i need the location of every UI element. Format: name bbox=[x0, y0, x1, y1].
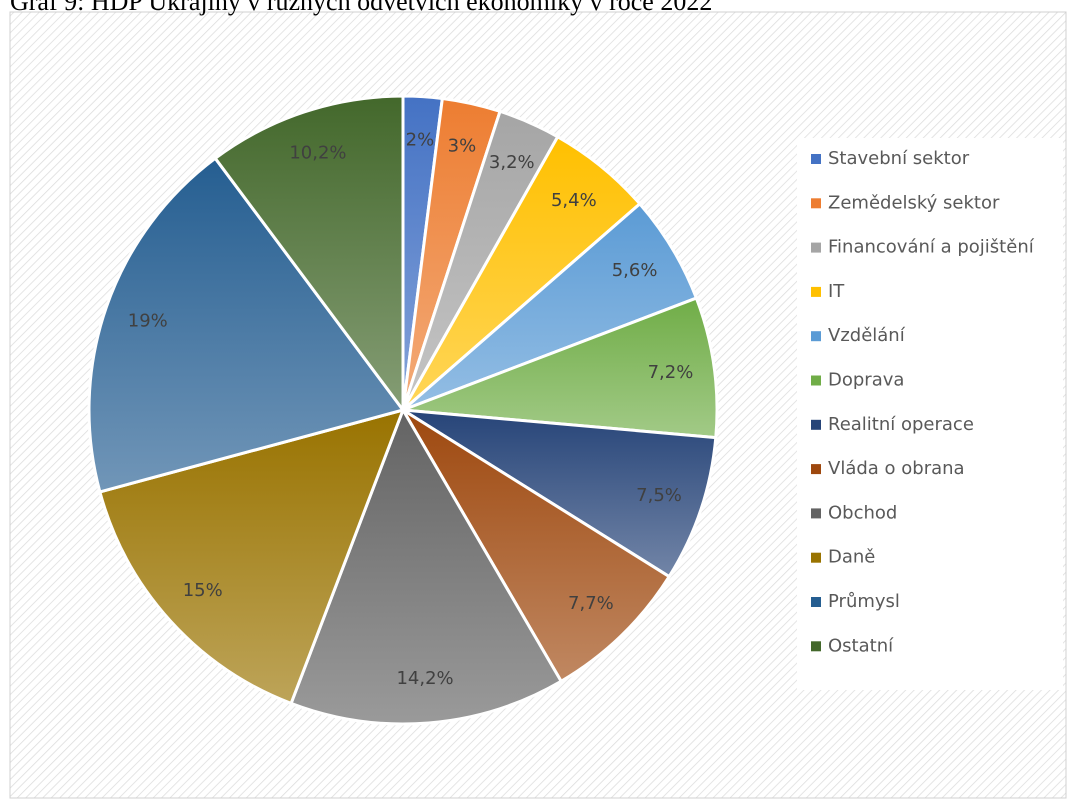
pie-slice bbox=[289, 406, 564, 726]
pie-slice bbox=[402, 296, 719, 440]
legend-label: Daně bbox=[828, 547, 875, 568]
legend-swatch bbox=[811, 198, 821, 209]
pie-slice bbox=[87, 156, 406, 494]
pie-slice bbox=[402, 408, 718, 579]
legend-label: Zemědelský sektor bbox=[828, 192, 1000, 213]
pie-slice bbox=[98, 407, 406, 706]
legend-label: Průmysl bbox=[828, 591, 900, 612]
legend-label: Vláda o obrana bbox=[828, 458, 965, 479]
pie-slice bbox=[401, 408, 672, 684]
legend-swatch bbox=[811, 331, 821, 342]
legend-swatch bbox=[811, 375, 821, 386]
legend-swatch bbox=[811, 419, 821, 430]
data-label: 3,2% bbox=[489, 152, 535, 173]
data-label: 7,5% bbox=[636, 485, 682, 506]
legend-label: Vzdělání bbox=[828, 325, 906, 346]
legend-swatch bbox=[811, 286, 821, 297]
legend-label: Financování a pojištění bbox=[828, 237, 1035, 258]
data-label: 5,4% bbox=[551, 190, 597, 211]
legend-swatch bbox=[811, 154, 821, 164]
legend-label: Ostatní bbox=[828, 635, 894, 656]
pie-slice bbox=[213, 94, 405, 415]
legend-swatch bbox=[811, 597, 821, 607]
legend-swatch bbox=[811, 242, 821, 253]
chart-title: Graf 9: HDP Ukrajiny v různých odvětvích… bbox=[10, 0, 712, 16]
legend-swatch bbox=[811, 464, 821, 475]
data-label: 5,6% bbox=[612, 260, 658, 281]
legend-label: Stavební sektor bbox=[828, 148, 970, 169]
legend-swatch bbox=[811, 641, 821, 652]
data-label: 7,7% bbox=[568, 593, 614, 614]
data-label: 7,2% bbox=[648, 362, 694, 383]
data-label: 14,2% bbox=[396, 668, 453, 689]
data-label: 15% bbox=[183, 580, 223, 601]
legend-label: IT bbox=[828, 281, 845, 302]
legend-swatch bbox=[811, 552, 821, 563]
data-label: 2% bbox=[406, 129, 435, 150]
data-label: 10,2% bbox=[289, 143, 346, 164]
legend-swatch bbox=[811, 508, 821, 519]
legend-label: Realitní operace bbox=[828, 414, 974, 435]
legend-box bbox=[797, 138, 1063, 690]
legend-label: Doprava bbox=[828, 370, 904, 391]
data-label: 3% bbox=[448, 135, 477, 156]
legend-label: Obchod bbox=[828, 502, 897, 523]
data-label: 19% bbox=[128, 311, 168, 332]
